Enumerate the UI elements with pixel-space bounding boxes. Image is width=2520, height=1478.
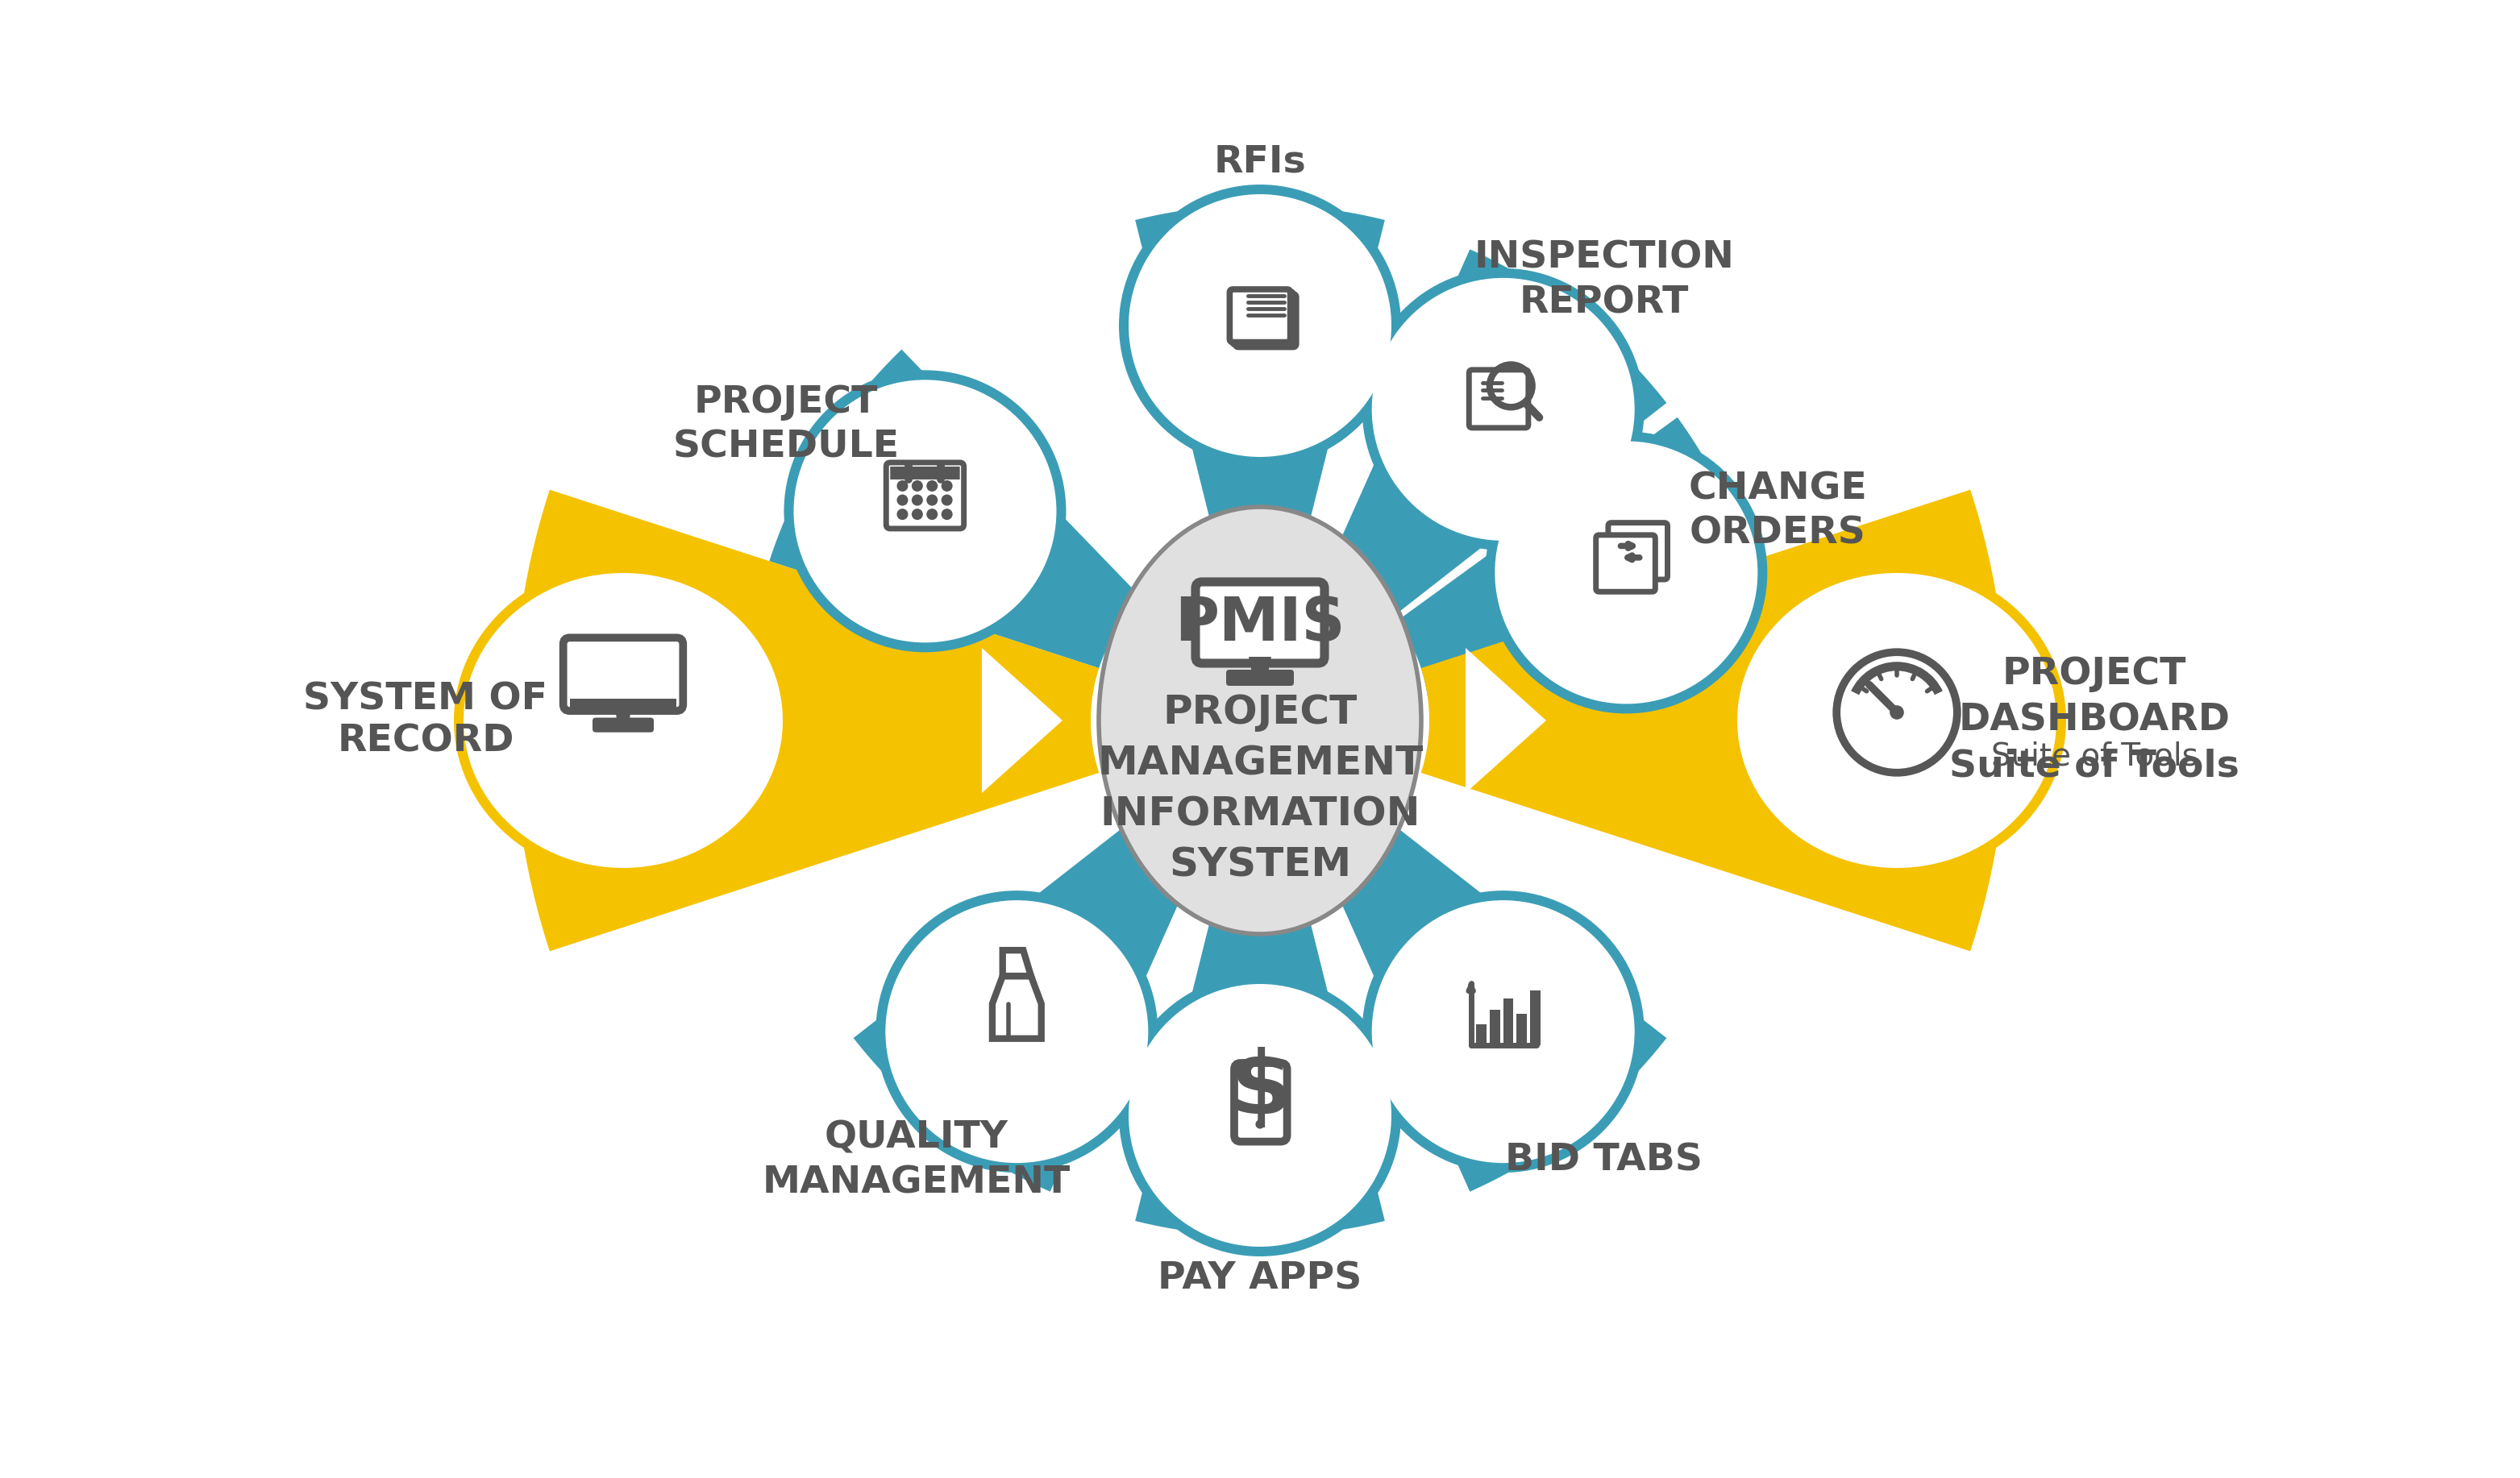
Circle shape bbox=[1129, 194, 1391, 457]
Text: PROJECT
MANAGEMENT
INFORMATION
SYSTEM: PROJECT MANAGEMENT INFORMATION SYSTEM bbox=[1096, 693, 1424, 885]
Circle shape bbox=[1371, 278, 1635, 541]
FancyBboxPatch shape bbox=[1595, 535, 1656, 591]
Circle shape bbox=[1371, 900, 1635, 1163]
Circle shape bbox=[942, 480, 953, 492]
Ellipse shape bbox=[454, 563, 791, 878]
Polygon shape bbox=[1467, 647, 1547, 794]
Circle shape bbox=[794, 380, 1056, 643]
Circle shape bbox=[912, 480, 922, 492]
Text: PAY APPS: PAY APPS bbox=[1157, 1261, 1363, 1298]
FancyBboxPatch shape bbox=[1517, 1014, 1527, 1045]
Circle shape bbox=[942, 495, 953, 505]
Polygon shape bbox=[514, 489, 1099, 952]
FancyBboxPatch shape bbox=[890, 467, 960, 479]
Polygon shape bbox=[854, 825, 1192, 1191]
Text: PROJECT
SCHEDULE: PROJECT SCHEDULE bbox=[673, 384, 900, 466]
Polygon shape bbox=[1328, 250, 1666, 616]
Circle shape bbox=[927, 508, 937, 520]
FancyBboxPatch shape bbox=[1608, 523, 1668, 579]
Text: QUALITY
MANAGEMENT: QUALITY MANAGEMENT bbox=[761, 1120, 1071, 1202]
Circle shape bbox=[1494, 440, 1756, 704]
Circle shape bbox=[1363, 891, 1643, 1172]
Circle shape bbox=[912, 508, 922, 520]
Circle shape bbox=[942, 508, 953, 520]
Circle shape bbox=[1837, 652, 1958, 773]
FancyBboxPatch shape bbox=[887, 463, 963, 529]
Polygon shape bbox=[1250, 656, 1270, 672]
Circle shape bbox=[897, 495, 907, 505]
Circle shape bbox=[912, 495, 922, 505]
Circle shape bbox=[1119, 185, 1401, 467]
Text: INSPECTION
REPORT: INSPECTION REPORT bbox=[1474, 239, 1734, 321]
Polygon shape bbox=[1134, 204, 1386, 556]
FancyBboxPatch shape bbox=[1477, 1024, 1487, 1045]
Circle shape bbox=[927, 480, 937, 492]
FancyBboxPatch shape bbox=[564, 637, 683, 711]
Text: CHANGE
ORDERS: CHANGE ORDERS bbox=[1688, 471, 1867, 551]
Polygon shape bbox=[1396, 417, 1772, 698]
FancyBboxPatch shape bbox=[1530, 990, 1540, 1045]
FancyBboxPatch shape bbox=[1235, 294, 1295, 347]
Ellipse shape bbox=[1729, 563, 2066, 878]
Ellipse shape bbox=[464, 573, 784, 868]
Circle shape bbox=[1484, 432, 1767, 714]
Polygon shape bbox=[769, 349, 1142, 668]
Text: $: $ bbox=[1230, 1046, 1293, 1134]
FancyBboxPatch shape bbox=[1194, 582, 1326, 664]
FancyBboxPatch shape bbox=[592, 718, 653, 732]
Ellipse shape bbox=[1099, 507, 1421, 934]
FancyBboxPatch shape bbox=[1469, 370, 1527, 427]
FancyBboxPatch shape bbox=[570, 699, 675, 706]
Text: PROJECT
DASHBOARD
Suite of Tools: PROJECT DASHBOARD Suite of Tools bbox=[1950, 656, 2240, 785]
Circle shape bbox=[1890, 705, 1905, 720]
Circle shape bbox=[1363, 269, 1643, 550]
Polygon shape bbox=[1134, 885, 1386, 1236]
Circle shape bbox=[897, 508, 907, 520]
FancyBboxPatch shape bbox=[1227, 670, 1293, 686]
Circle shape bbox=[784, 370, 1066, 652]
Circle shape bbox=[1255, 1120, 1265, 1129]
FancyBboxPatch shape bbox=[1230, 290, 1290, 343]
Polygon shape bbox=[1421, 489, 2006, 952]
FancyBboxPatch shape bbox=[1232, 291, 1293, 344]
Polygon shape bbox=[1328, 825, 1666, 1191]
Text: Suite of Tools: Suite of Tools bbox=[1991, 740, 2197, 772]
Text: SYSTEM OF
RECORD: SYSTEM OF RECORD bbox=[302, 681, 547, 760]
FancyBboxPatch shape bbox=[1489, 1009, 1499, 1045]
Polygon shape bbox=[983, 647, 1063, 794]
Circle shape bbox=[897, 480, 907, 492]
Ellipse shape bbox=[1736, 573, 2056, 868]
FancyBboxPatch shape bbox=[1235, 1063, 1288, 1141]
Text: RFIs: RFIs bbox=[1215, 143, 1305, 180]
FancyBboxPatch shape bbox=[1504, 999, 1515, 1045]
Circle shape bbox=[1119, 974, 1401, 1256]
Polygon shape bbox=[615, 706, 633, 721]
Text: PMIS: PMIS bbox=[1174, 594, 1346, 653]
Circle shape bbox=[877, 891, 1157, 1172]
Circle shape bbox=[927, 495, 937, 505]
Circle shape bbox=[885, 900, 1149, 1163]
Text: BID TABS: BID TABS bbox=[1504, 1142, 1704, 1178]
Circle shape bbox=[1129, 984, 1391, 1247]
